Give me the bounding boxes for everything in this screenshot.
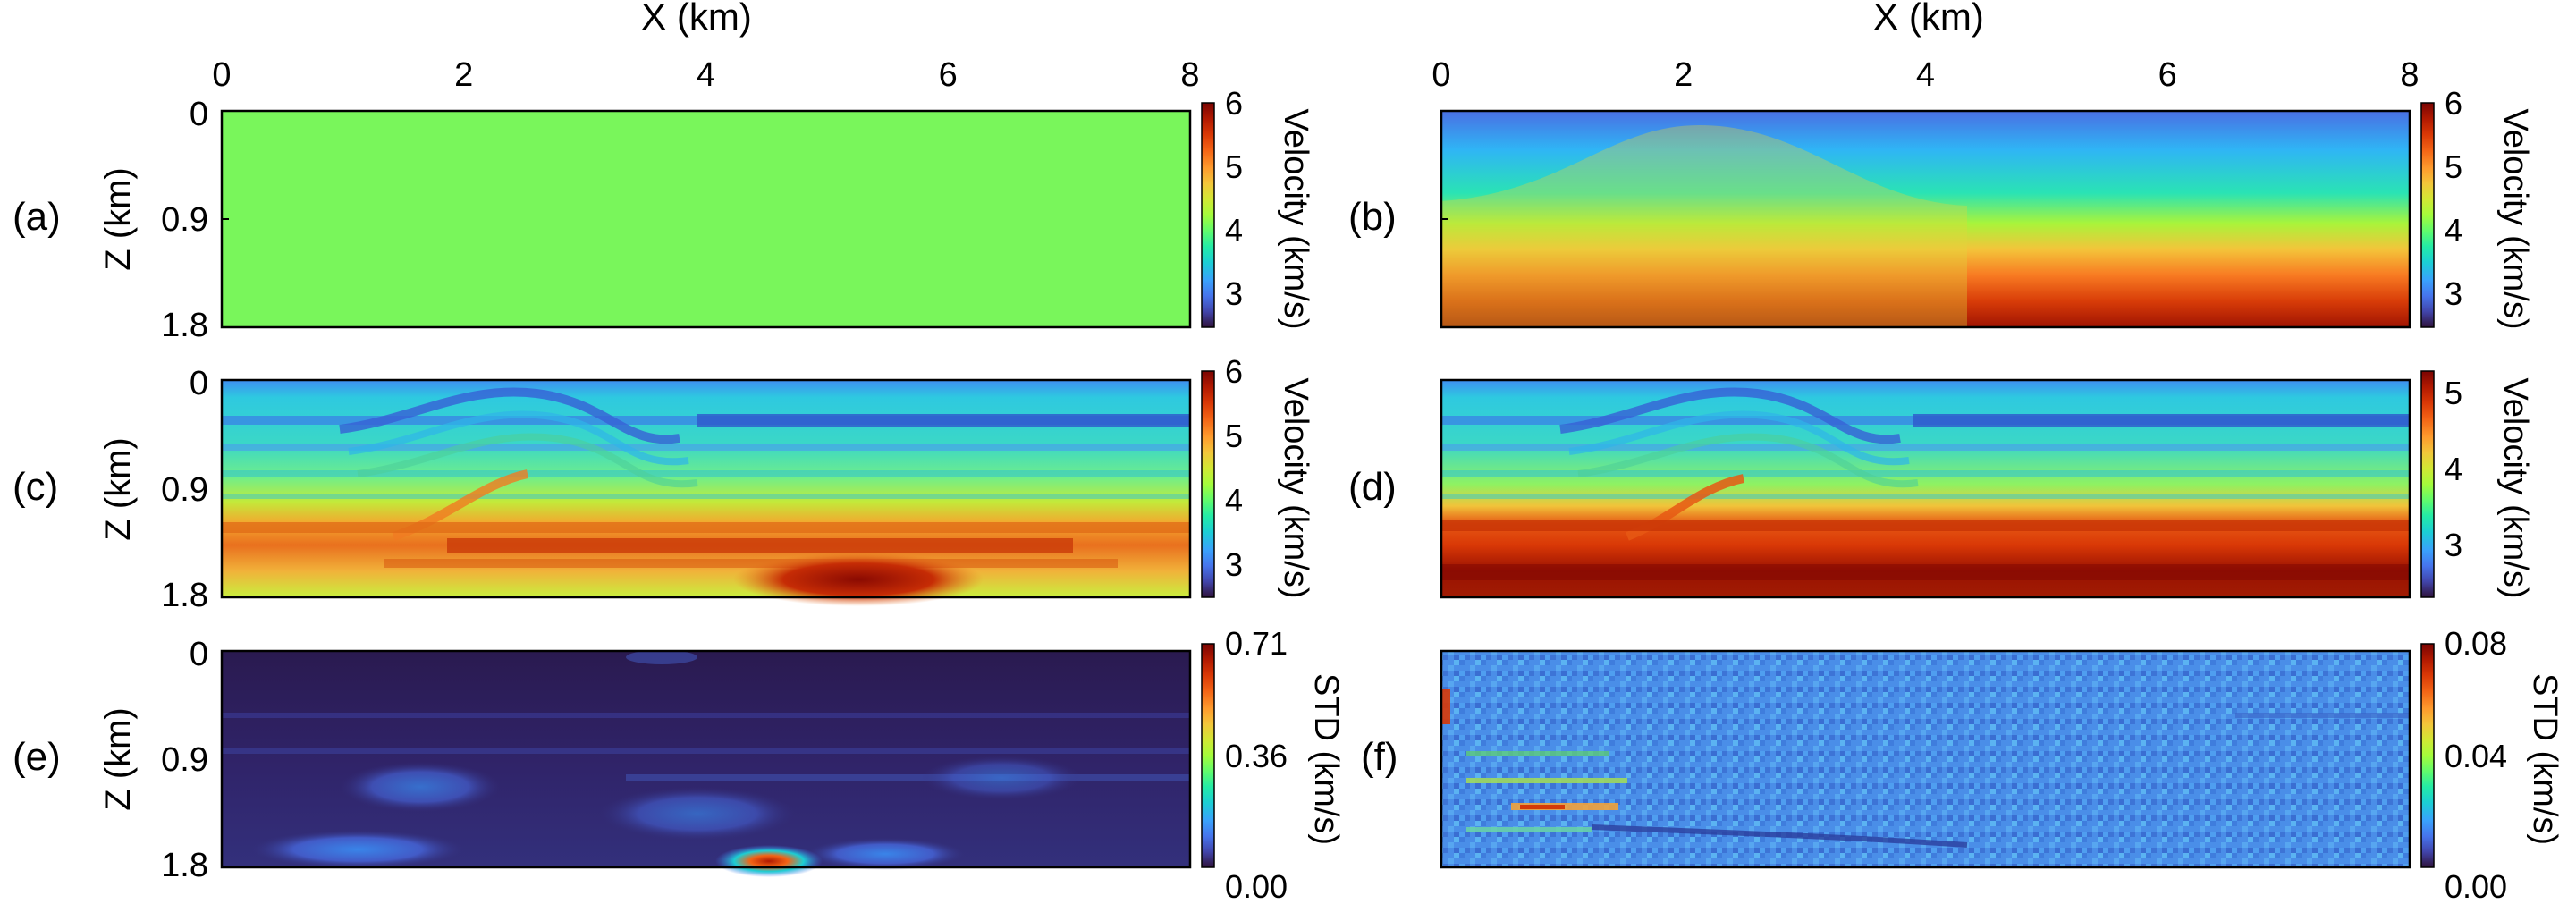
z-tick-a-0: 0 [190, 96, 208, 133]
cbar-b-tick-5: 5 [2445, 148, 2462, 185]
colorbar-c: 6 5 4 3 Velocity (km/s) [1201, 353, 1314, 599]
cbar-e-tick-min: 0.00 [1225, 868, 1288, 904]
z-tick-c-1: 0.9 [161, 471, 208, 509]
cbar-a-tick-5: 5 [1225, 148, 1243, 185]
panel-d: (d) [1348, 378, 2411, 599]
z-tick-e-0: 0 [190, 636, 208, 673]
x-tick-right-4: 8 [2400, 56, 2419, 94]
x-axis-label-left: X (km) [641, 0, 752, 38]
x-ticks-left: 0 2 4 6 8 [212, 56, 1200, 118]
colorbar-b: 6 5 4 3 Velocity (km/s) [2420, 85, 2534, 330]
cbar-b-label: Velocity (km/s) [2496, 108, 2534, 329]
panel-label-e: (e) [13, 735, 61, 779]
features-f [1441, 689, 2410, 848]
x-ticks-right: 0 2 4 6 8 [1432, 56, 2420, 118]
cbar-c-tick-5: 5 [1225, 418, 1243, 454]
colorbar-a: 6 5 4 3 Velocity (km/s) [1201, 85, 1314, 330]
z-tick-c-2: 1.8 [161, 577, 208, 614]
layers-c [222, 387, 1190, 568]
hot-zone-c [733, 553, 984, 606]
z-tick-e-2: 1.8 [161, 847, 208, 884]
colorbar-f: 0.08 0.04 0.00 STD (km/s) [2420, 625, 2563, 904]
cbar-c-label: Velocity (km/s) [1277, 377, 1314, 598]
x-tick-left-1: 2 [454, 56, 473, 94]
z-axis-label-c: Z (km) [98, 437, 138, 541]
heatmap-f [1441, 651, 2410, 867]
x-tick-right-1: 2 [1674, 56, 1693, 94]
z-tick-a-2: 1.8 [161, 307, 208, 344]
colorbar-c-bar [1201, 370, 1215, 598]
panel-b: (b) 4 [1348, 109, 2411, 329]
panel-label-b: (b) [1348, 195, 1397, 239]
cbar-a-label: Velocity (km/s) [1277, 108, 1314, 329]
cbar-c-tick-6: 6 [1225, 353, 1243, 390]
axes-frame-c [220, 378, 1192, 599]
x-tick-right-3: 6 [2158, 56, 2177, 94]
x-axis-label-right: X (km) [1873, 0, 1984, 38]
cbar-c-tick-4: 4 [1225, 482, 1243, 519]
panel-f: (f) [1361, 649, 2411, 869]
cbar-a-tick-3: 3 [1225, 275, 1243, 312]
colorbar-b-bar [2420, 102, 2435, 328]
x-tick-right-2: 4 [1916, 56, 1935, 94]
cbar-d-tick-4: 4 [2445, 451, 2462, 487]
cbar-f-label: STD (km/s) [2526, 673, 2563, 845]
cbar-d-label: Velocity (km/s) [2496, 377, 2534, 598]
x-tick-left-4: 8 [1180, 56, 1199, 94]
axes-frame-f [1440, 649, 2411, 869]
panel-label-a: (a) [13, 195, 61, 239]
panel-a: (a) Z (km) 0 0.9 1.8 [13, 96, 1192, 344]
panel-c: (c) Z (km) 0 0.9 1.8 [13, 365, 1192, 614]
heatmap-b [1441, 111, 2410, 327]
x-tick-left-0: 0 [212, 56, 231, 94]
heatmap-a [222, 111, 1190, 327]
cbar-d-tick-5: 5 [2445, 375, 2462, 411]
cbar-a-tick-6: 6 [1225, 85, 1243, 122]
x-tick-right-0: 0 [1432, 56, 1450, 94]
x-tick-left-2: 4 [697, 56, 715, 94]
panel-label-d: (d) [1348, 465, 1397, 509]
colorbar-f-bar [2420, 643, 2435, 868]
heatmap-b-bump [1441, 125, 1967, 327]
z-tick-e-1: 0.9 [161, 741, 208, 779]
cbar-a-tick-4: 4 [1225, 212, 1243, 249]
colorbar-a-bar [1201, 102, 1215, 328]
panel-label-f: (f) [1361, 735, 1398, 779]
cbar-b-tick-4: 4 [2445, 212, 2462, 249]
axes-frame-e [220, 649, 1192, 869]
colorbar-d-bar [2420, 370, 2435, 598]
hot-zone-e [715, 845, 823, 877]
cbar-b-tick-6: 6 [2445, 85, 2462, 122]
cbar-e-tick-mid: 0.36 [1225, 738, 1288, 774]
z-ticks-c: 0 0.9 1.8 [161, 365, 208, 614]
cbar-e-tick-max: 0.71 [1225, 625, 1288, 662]
colorbar-e-bar [1201, 643, 1215, 868]
cbar-e-label: STD (km/s) [1307, 673, 1345, 845]
layers-d [1441, 387, 2410, 580]
z-axis-label-a: Z (km) [98, 167, 138, 271]
z-ticks-a: 0 0.9 1.8 [161, 96, 229, 344]
colorbar-e: 0.71 0.36 0.00 STD (km/s) [1201, 625, 1345, 904]
cbar-f-tick-mid: 0.04 [2445, 738, 2507, 774]
panel-e: (e) Z (km) 0 0.9 1.8 [13, 636, 1192, 884]
z-tick-a-1: 0.9 [161, 201, 208, 239]
z-tick-c-0: 0 [190, 365, 208, 402]
z-axis-label-e: Z (km) [98, 707, 138, 811]
cbar-f-tick-min: 0.00 [2445, 868, 2507, 904]
colorbar-d: 5 4 3 Velocity (km/s) [2420, 370, 2534, 599]
cbar-f-tick-max: 0.08 [2445, 625, 2507, 662]
cbar-b-tick-3: 3 [2445, 275, 2462, 312]
axes-frame-d [1440, 378, 2411, 599]
panel-label-c: (c) [13, 465, 58, 509]
features-e [222, 650, 1190, 870]
z-ticks-e: 0 0.9 1.8 [161, 636, 208, 884]
cbar-c-tick-3: 3 [1225, 546, 1243, 583]
cbar-d-tick-3: 3 [2445, 527, 2462, 563]
x-tick-left-3: 6 [939, 56, 958, 94]
